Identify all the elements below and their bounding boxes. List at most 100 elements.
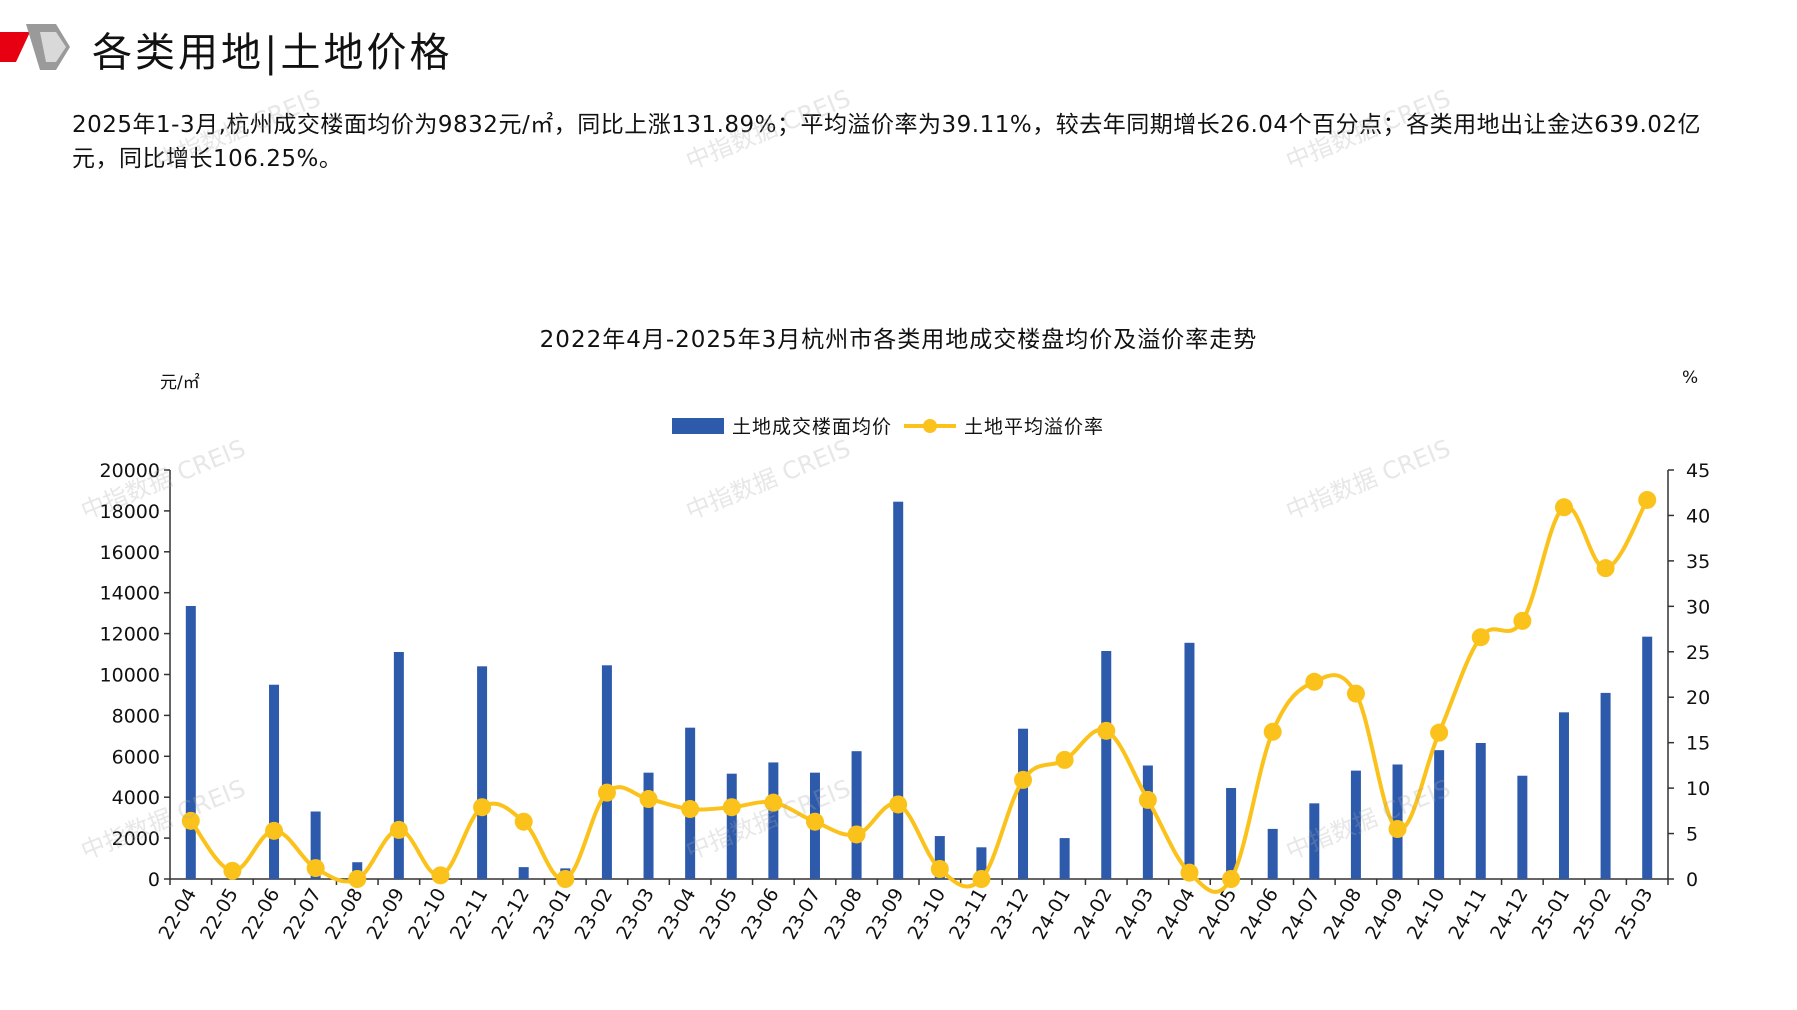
x-tick-label: 24-09 xyxy=(1361,885,1408,944)
bar xyxy=(1642,636,1653,879)
bar xyxy=(1101,650,1112,879)
bar xyxy=(851,751,862,879)
x-tick-label: 23-05 xyxy=(695,885,742,944)
line-point xyxy=(1596,559,1615,578)
line-point xyxy=(265,821,284,840)
legend-line-swatch xyxy=(904,418,957,433)
legend-label-line: 土地平均溢价率 xyxy=(964,416,1105,438)
line-point xyxy=(348,870,367,888)
bar xyxy=(1142,765,1153,879)
summary-text: 2025年1-3月,杭州成交楼面均价为9832元/㎡，同比上涨131.89%；平… xyxy=(72,112,1702,172)
x-tick-label: 24-01 xyxy=(1028,885,1075,944)
brand-logo xyxy=(0,24,70,70)
line-point xyxy=(556,870,575,888)
right-tick-label: 15 xyxy=(1686,733,1710,755)
x-tick-label: 22-08 xyxy=(321,885,368,944)
right-tick-label: 45 xyxy=(1686,460,1710,482)
left-tick-label: 2000 xyxy=(112,828,160,850)
line-point xyxy=(1180,863,1199,882)
right-tick-label: 40 xyxy=(1686,505,1710,527)
line-point xyxy=(1263,722,1282,741)
x-tick-label: 23-03 xyxy=(612,885,659,944)
bar xyxy=(1309,803,1320,879)
bar xyxy=(601,665,612,879)
premium-rate-line xyxy=(189,498,1649,894)
line-point xyxy=(181,811,200,830)
x-tick-label: 22-11 xyxy=(446,885,493,944)
line-point xyxy=(972,870,991,888)
x-tick-label: 23-06 xyxy=(737,885,784,944)
x-tick-label: 24-02 xyxy=(1070,885,1117,944)
x-tick-label: 24-04 xyxy=(1153,885,1200,944)
right-tick-label: 0 xyxy=(1686,869,1698,891)
line-point xyxy=(1097,721,1116,740)
x-tick-label: 25-01 xyxy=(1528,885,1575,944)
left-tick-label: 16000 xyxy=(100,542,160,564)
x-tick-label: 23-02 xyxy=(571,885,618,944)
bar xyxy=(643,772,654,879)
x-tick-label: 24-11 xyxy=(1444,885,1491,944)
x-tick-label: 25-03 xyxy=(1611,885,1658,944)
line-point xyxy=(1388,820,1407,839)
bar xyxy=(1226,787,1237,879)
right-tick-label: 25 xyxy=(1686,642,1710,664)
line-point xyxy=(1222,870,1241,888)
bar xyxy=(1018,728,1029,879)
bar xyxy=(1434,750,1445,879)
x-tick-label: 22-12 xyxy=(487,885,534,944)
x-tick-label: 23-01 xyxy=(529,885,576,944)
x-tick-label: 24-12 xyxy=(1486,885,1533,944)
left-tick-label: 8000 xyxy=(112,705,160,727)
line-point xyxy=(306,859,325,878)
line-point xyxy=(514,812,533,831)
right-tick-label: 35 xyxy=(1686,551,1710,573)
x-tick-label: 24-07 xyxy=(1278,885,1325,944)
bar xyxy=(893,501,904,879)
line-point xyxy=(639,790,658,809)
line-point xyxy=(1305,672,1324,691)
bar xyxy=(1558,712,1569,879)
line-point xyxy=(1638,490,1657,509)
bar xyxy=(1475,743,1486,879)
line-point xyxy=(805,812,824,831)
left-tick-label: 10000 xyxy=(100,665,160,687)
bar xyxy=(1267,828,1278,879)
left-tick-label: 0 xyxy=(148,869,160,891)
bar xyxy=(1350,770,1361,879)
page-title: 各类用地|土地价格 xyxy=(92,30,453,76)
x-tick-label: 23-07 xyxy=(779,885,826,944)
left-tick-label: 12000 xyxy=(100,624,160,646)
x-tick-label: 22-10 xyxy=(404,885,451,944)
chart-legend: 土地成交楼面均价 土地平均溢价率 xyxy=(672,412,1116,439)
line-point xyxy=(930,860,949,879)
line-point xyxy=(1554,498,1573,517)
x-tick-label: 24-08 xyxy=(1320,885,1367,944)
left-tick-label: 4000 xyxy=(112,787,160,809)
x-tick-label: 24-03 xyxy=(1112,885,1159,944)
bar xyxy=(310,811,321,879)
bar xyxy=(1600,692,1611,879)
line-point xyxy=(847,825,866,844)
bar xyxy=(518,867,529,879)
legend-label-bar: 土地成交楼面均价 xyxy=(732,416,893,438)
line-point xyxy=(473,798,492,817)
bar xyxy=(477,666,488,879)
x-tick-label: 23-04 xyxy=(654,885,701,944)
left-tick-label: 18000 xyxy=(100,501,160,523)
line-point xyxy=(1430,723,1449,742)
x-tick-label: 23-11 xyxy=(945,885,992,944)
line-point xyxy=(1055,750,1074,769)
line-point xyxy=(681,800,700,819)
line-point xyxy=(431,866,450,885)
chart-title: 2022年4月-2025年3月杭州市各类用地成交楼盘均价及溢价率走势 xyxy=(539,327,1258,353)
left-tick-label: 20000 xyxy=(100,460,160,482)
line-point xyxy=(1471,628,1490,647)
x-tick-label: 22-06 xyxy=(238,885,285,944)
x-tick-label: 23-10 xyxy=(903,885,950,944)
bar xyxy=(393,652,404,879)
legend-bar-swatch xyxy=(672,417,724,434)
left-tick-label: 14000 xyxy=(100,583,160,605)
line-point xyxy=(764,793,783,812)
left-tick-label: 6000 xyxy=(112,746,160,768)
